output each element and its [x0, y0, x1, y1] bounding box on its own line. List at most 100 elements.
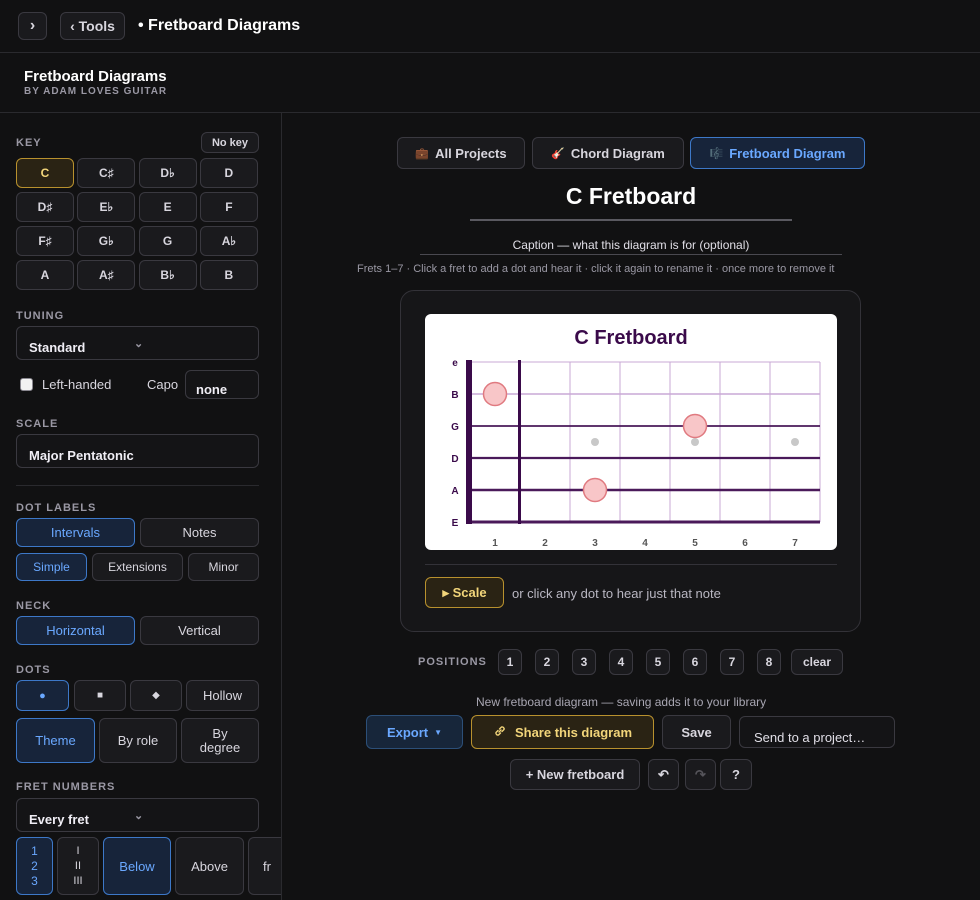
- dot-labels-notes-button[interactable]: Notes: [140, 518, 259, 547]
- key-button-d-sharp[interactable]: D♯: [16, 192, 74, 222]
- new-fretboard-button[interactable]: + New fretboard: [510, 759, 640, 790]
- fret-position-fr-button[interactable]: fr: [248, 837, 281, 895]
- dot-color-role-button[interactable]: By role: [99, 718, 177, 763]
- position-button-4[interactable]: 4: [609, 649, 633, 675]
- tuning-select[interactable]: Standard ⌄: [16, 326, 259, 360]
- fret-style-arabic-button[interactable]: 1 2 3: [16, 837, 53, 895]
- position-button-6[interactable]: 6: [683, 649, 707, 675]
- link-icon: [493, 724, 507, 741]
- diagram-title-input[interactable]: C Fretboard: [565, 183, 697, 209]
- dot-color-theme-button[interactable]: Theme: [16, 718, 95, 763]
- left-handed-label: Left-handed: [42, 377, 112, 392]
- guitar-icon: 🎸: [551, 147, 565, 160]
- no-key-button[interactable]: No key: [201, 132, 259, 153]
- scale-hint: or click any dot to hear just that note: [512, 586, 721, 601]
- fret-numbers-label: FRET NUMBERS: [16, 781, 116, 793]
- fret-numbers-value: Every fret: [29, 812, 89, 827]
- redo-icon[interactable]: ↷: [685, 759, 716, 790]
- share-button[interactable]: Share this diagram: [471, 715, 654, 749]
- key-button-a-sharp[interactable]: A♯: [77, 260, 136, 290]
- string-label: D: [451, 454, 458, 465]
- fret-position-below-button[interactable]: Below: [103, 837, 171, 895]
- fret-number: 5: [692, 538, 698, 549]
- top-bar: › ‹ Tools • Fretboard Diagrams: [0, 0, 980, 53]
- scale-label: SCALE: [16, 418, 59, 430]
- note-dot[interactable]: [582, 477, 608, 503]
- fret-style-roman-button[interactable]: I II III: [57, 837, 99, 895]
- caption-input[interactable]: Caption — what this diagram is for (opti…: [512, 238, 750, 252]
- key-button-d-flat[interactable]: D♭: [138, 158, 197, 188]
- position-button-1[interactable]: 1: [498, 649, 522, 675]
- neck-horizontal-button[interactable]: Horizontal: [16, 616, 135, 645]
- key-button-b[interactable]: B: [199, 260, 258, 290]
- fret-number: 3: [592, 538, 598, 549]
- fret-number: 6: [742, 538, 748, 549]
- fret-number: 1: [492, 538, 498, 549]
- positions-clear-button[interactable]: clear: [791, 649, 843, 675]
- fret-number: 2: [542, 538, 548, 549]
- tab-chord-diagram[interactable]: 🎸 Chord Diagram: [532, 137, 684, 169]
- label-minor-button[interactable]: Minor: [188, 553, 259, 581]
- dot-labels-intervals-button[interactable]: Intervals: [16, 518, 135, 547]
- key-button-g-flat[interactable]: G♭: [77, 226, 136, 256]
- dot-shape-square-button[interactable]: ■: [74, 680, 126, 711]
- position-button-3[interactable]: 3: [572, 649, 596, 675]
- position-button-5[interactable]: 5: [646, 649, 670, 675]
- scale-select[interactable]: Major Pentatonic: [16, 434, 259, 468]
- play-scale-button[interactable]: ▸ Scale: [425, 577, 504, 608]
- tab-fretboard-diagram[interactable]: 🎼 Fretboard Diagram: [690, 137, 865, 169]
- dot-shape-diamond-button[interactable]: ◆: [130, 680, 182, 711]
- fret-position-above-button[interactable]: Above: [175, 837, 244, 895]
- position-button-8[interactable]: 8: [757, 649, 781, 675]
- fretboard-diagram[interactable]: C Fretboard e B G D A E 1 2 3 4 5 6 7: [425, 314, 837, 550]
- sidebar-toggle-button[interactable]: ›: [18, 12, 47, 40]
- share-label: Share this diagram: [514, 724, 633, 740]
- dot-shape-circle-button[interactable]: ●: [16, 680, 69, 711]
- tab-label: Chord Diagram: [570, 145, 665, 161]
- dot-shape-hollow-button[interactable]: Hollow: [186, 680, 259, 711]
- send-to-project-select[interactable]: Send to a project…: [739, 716, 895, 748]
- key-button-f[interactable]: F: [199, 192, 258, 222]
- fretboard-title: C Fretboard: [574, 327, 687, 349]
- help-button[interactable]: ?: [720, 759, 752, 790]
- tools-back-button[interactable]: ‹ Tools: [60, 12, 125, 40]
- tuning-label: TUNING: [16, 310, 65, 322]
- inlay-dot: [691, 438, 699, 446]
- inlay-dot: [591, 438, 599, 446]
- key-button-a-flat[interactable]: A♭: [199, 226, 258, 256]
- tab-label: Fretboard Diagram: [729, 145, 846, 161]
- note-dot[interactable]: [682, 413, 708, 439]
- string-label: G: [451, 422, 459, 433]
- position-button-7[interactable]: 7: [720, 649, 744, 675]
- briefcase-icon: 💼: [415, 147, 430, 160]
- key-button-e[interactable]: E: [138, 192, 197, 222]
- capo-select[interactable]: none: [185, 370, 259, 399]
- undo-icon[interactable]: ↶: [648, 759, 679, 790]
- export-button[interactable]: Export ▼: [366, 715, 463, 749]
- key-button-e-flat[interactable]: E♭: [77, 192, 136, 222]
- dot-color-degree-button[interactable]: By degree: [181, 718, 259, 763]
- nut: [466, 360, 472, 524]
- label-simple-button[interactable]: Simple: [16, 553, 87, 581]
- key-button-g[interactable]: G: [138, 226, 197, 256]
- neck-vertical-button[interactable]: Vertical: [140, 616, 259, 645]
- positions-label: POSITIONS: [418, 656, 487, 668]
- key-button-c-sharp[interactable]: C♯: [77, 158, 136, 188]
- key-button-d[interactable]: D: [199, 158, 258, 188]
- fret-numbers-select[interactable]: Every fret ⌄: [16, 798, 259, 832]
- music-score-icon: 🎼: [709, 147, 724, 160]
- label-extensions-button[interactable]: Extensions: [92, 553, 183, 581]
- key-button-f-sharp[interactable]: F♯: [16, 226, 74, 256]
- key-button-b-flat[interactable]: B♭: [138, 260, 197, 290]
- key-button-a[interactable]: A: [16, 260, 74, 290]
- save-note: New fretboard diagram — saving adds it t…: [476, 695, 767, 709]
- left-handed-checkbox[interactable]: [20, 378, 33, 391]
- save-button[interactable]: Save: [662, 715, 731, 749]
- fret-number: 7: [792, 538, 798, 549]
- tab-all-projects[interactable]: 💼 All Projects: [397, 137, 525, 169]
- inlay-dot: [791, 438, 799, 446]
- position-button-2[interactable]: 2: [535, 649, 559, 675]
- note-dot[interactable]: [482, 381, 508, 407]
- key-button-c[interactable]: C: [16, 158, 74, 188]
- tab-label: All Projects: [435, 145, 507, 161]
